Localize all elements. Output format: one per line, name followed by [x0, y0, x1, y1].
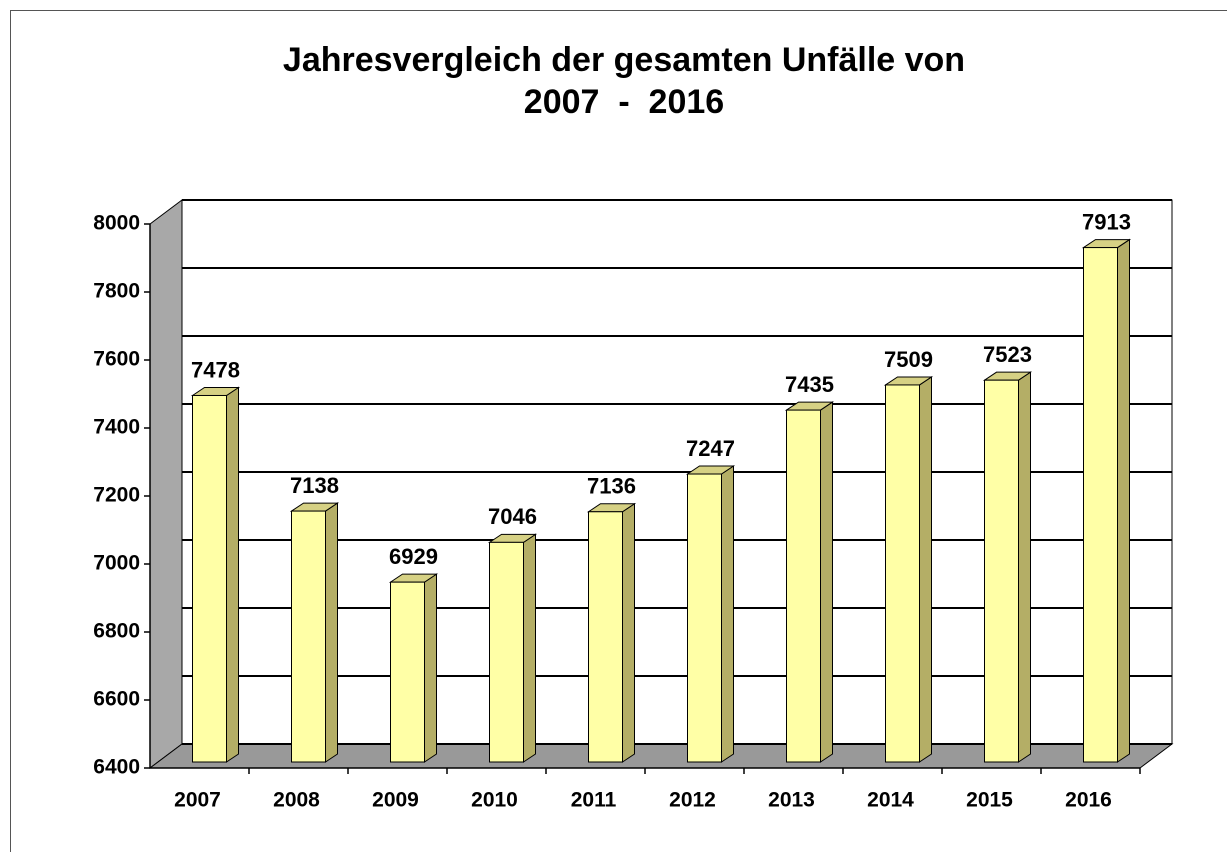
bar-side — [325, 502, 338, 763]
bar-front — [291, 510, 326, 763]
chart-title: Jahresvergleich der gesamten Unfälle von — [283, 41, 965, 79]
y-tick-label: 6400 — [93, 756, 140, 779]
y-tick-label: 8000 — [93, 212, 140, 235]
bar-front — [588, 511, 623, 763]
x-tick-label: 2007 — [174, 789, 221, 812]
bar-front — [1083, 247, 1118, 763]
y-tick-label: 7200 — [93, 484, 140, 507]
x-tick-label: 2014 — [867, 789, 914, 812]
value-label: 7478 — [191, 357, 240, 382]
value-label: 7136 — [587, 474, 636, 499]
y-tick-label: 6800 — [93, 620, 140, 643]
value-label: 7247 — [686, 436, 735, 461]
value-label: 7435 — [785, 372, 834, 397]
chart-title: 2007 - 2016 — [524, 83, 724, 121]
value-label: 7138 — [290, 473, 339, 498]
x-tick-label: 2011 — [571, 789, 617, 812]
y-tick-label: 7000 — [93, 552, 140, 575]
bar-side — [622, 502, 635, 763]
value-label: 6929 — [389, 544, 438, 569]
bar-front — [885, 384, 920, 763]
value-label: 7913 — [1082, 209, 1131, 234]
x-tick-label: 2009 — [372, 789, 419, 812]
bar-side — [919, 376, 932, 763]
y-tick-label: 7800 — [93, 280, 140, 303]
bar-side — [424, 573, 437, 763]
bar-front — [192, 394, 227, 763]
value-label: 7523 — [983, 342, 1032, 367]
bar-side — [721, 465, 734, 763]
bar-front — [489, 541, 524, 763]
x-tick-label: 2013 — [768, 789, 815, 812]
bar — [1081, 238, 1132, 763]
bar — [883, 376, 934, 763]
x-tick-label: 2016 — [1065, 789, 1112, 812]
y-tick-label: 6600 — [93, 688, 140, 711]
bar — [388, 573, 439, 763]
bar-front — [984, 379, 1019, 763]
bar-side — [820, 401, 833, 763]
bar-side — [1018, 371, 1031, 763]
x-tick-label: 2010 — [471, 789, 518, 812]
x-tick-label: 2015 — [966, 789, 1013, 812]
bar-side — [1117, 238, 1130, 763]
x-tick-label: 2008 — [273, 789, 320, 812]
bar-front — [390, 581, 425, 763]
bar — [289, 502, 340, 763]
y-tick-label: 7400 — [93, 416, 140, 439]
bar-front — [786, 409, 821, 763]
bar-side — [226, 386, 239, 763]
bar — [586, 502, 637, 763]
bar — [784, 401, 835, 763]
value-label: 7509 — [884, 347, 933, 372]
y-tick-label: 7600 — [93, 348, 140, 371]
bar-front — [687, 473, 722, 763]
bar-side — [523, 533, 536, 763]
bar — [685, 465, 736, 763]
bar — [982, 371, 1033, 763]
value-label: 7046 — [488, 504, 537, 529]
x-tick-label: 2012 — [669, 789, 716, 812]
bar — [487, 533, 538, 763]
bar — [190, 386, 241, 763]
side-wall — [149, 199, 183, 769]
